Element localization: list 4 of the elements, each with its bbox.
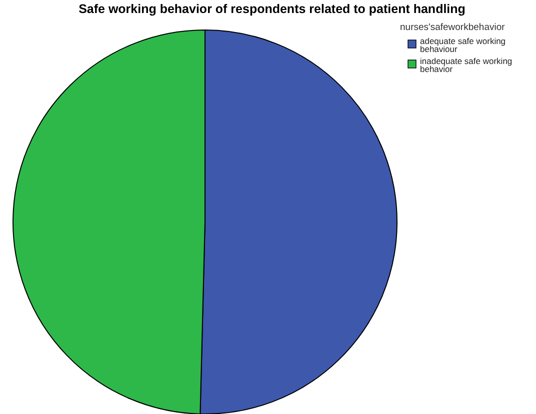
legend-label: adequate safe working behaviour xyxy=(420,36,506,54)
legend-title: nurses'safeworkbehavior xyxy=(400,22,505,33)
chart-title: Safe working behavior of respondents related to patient handling xyxy=(78,2,466,16)
legend-label: inadequate safe working behavior xyxy=(420,56,512,74)
